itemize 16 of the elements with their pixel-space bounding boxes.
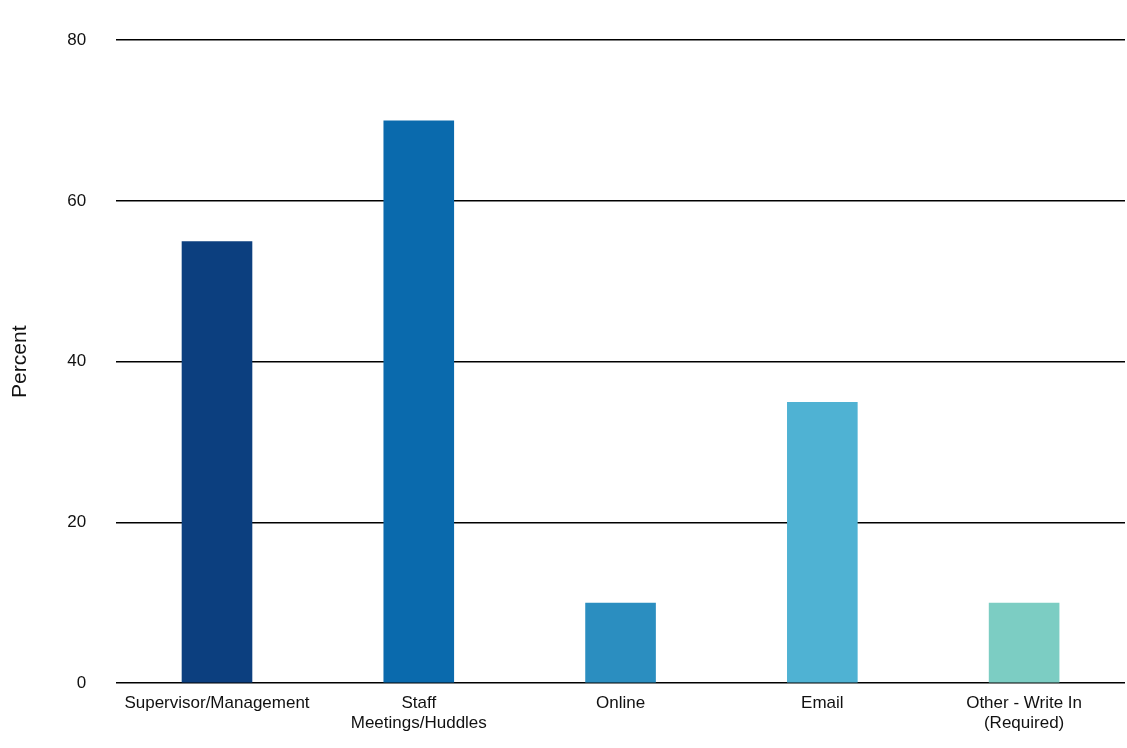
bar — [383, 120, 455, 683]
bar — [988, 602, 1060, 683]
bar — [585, 602, 656, 683]
x-tick-label: Staff Meetings/Huddles — [350, 693, 487, 733]
y-tick-label: 60 — [67, 190, 87, 210]
x-tick-label: Online — [595, 693, 646, 713]
y-tick-label: 80 — [67, 29, 87, 49]
x-tick-label: Supervisor/Management — [124, 693, 310, 713]
y-axis-title: Percent — [7, 325, 31, 398]
y-tick-label: 20 — [67, 512, 87, 532]
y-tick-label: 40 — [67, 351, 87, 371]
x-tick-label: Email — [801, 693, 844, 713]
bar — [181, 241, 253, 683]
bar — [787, 401, 858, 683]
y-tick-label: 0 — [76, 672, 87, 692]
x-tick-label: Other - Write In (Required) — [966, 693, 1083, 733]
